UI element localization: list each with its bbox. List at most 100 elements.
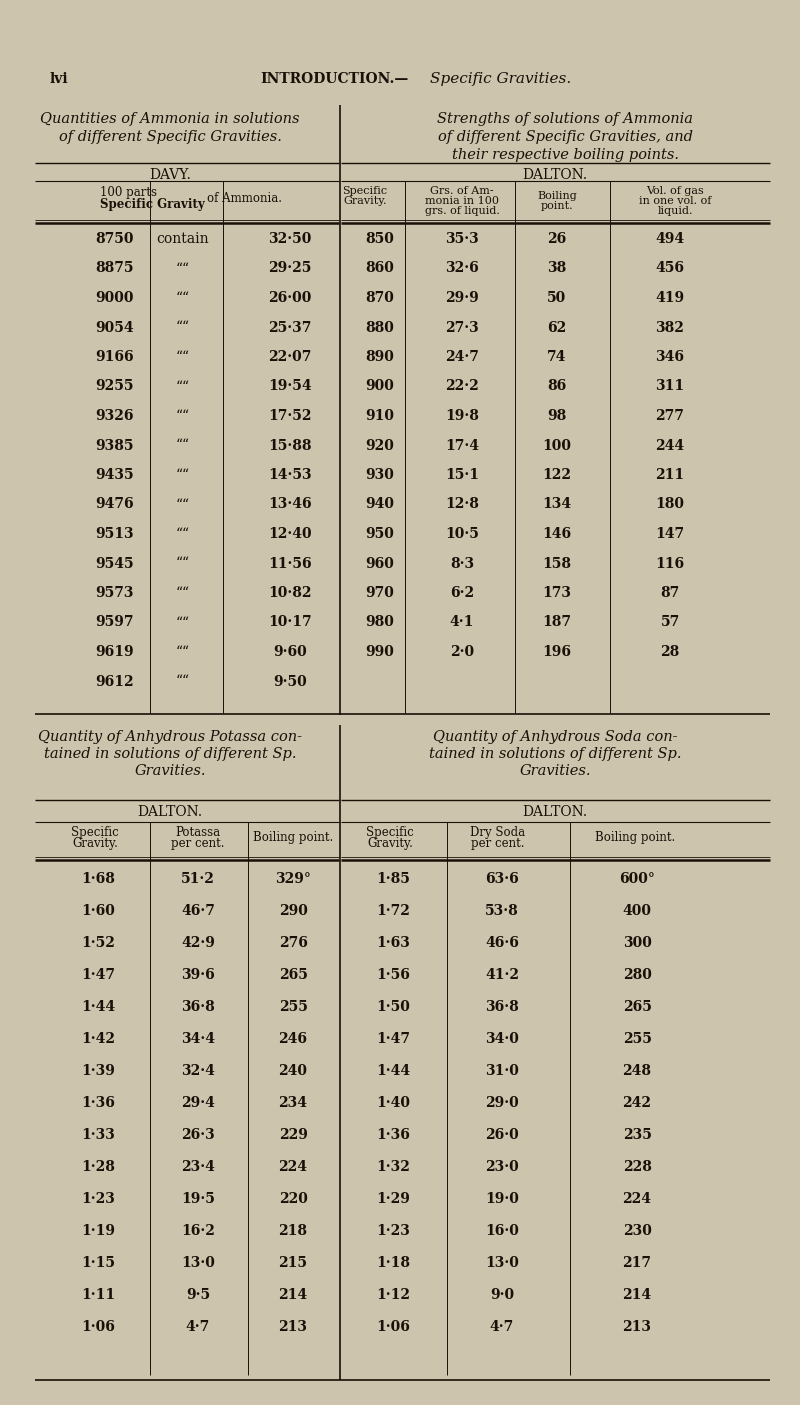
Text: 276: 276 — [278, 936, 307, 950]
Text: 265: 265 — [622, 1000, 651, 1014]
Text: 62: 62 — [547, 320, 566, 334]
Text: 146: 146 — [542, 527, 571, 541]
Text: 19·8: 19·8 — [445, 409, 479, 423]
Text: lvi: lvi — [50, 72, 69, 86]
Text: in one vol. of: in one vol. of — [639, 197, 711, 207]
Text: 16·2: 16·2 — [181, 1224, 215, 1238]
Text: Specific: Specific — [342, 185, 387, 197]
Text: 10·17: 10·17 — [268, 615, 312, 629]
Text: 1·15: 1·15 — [81, 1256, 115, 1270]
Text: 1·52: 1·52 — [81, 936, 115, 950]
Text: 57: 57 — [660, 615, 680, 629]
Text: per cent.: per cent. — [171, 837, 225, 850]
Text: 9·5: 9·5 — [186, 1288, 210, 1302]
Text: 910: 910 — [366, 409, 394, 423]
Text: Gravities.: Gravities. — [519, 764, 590, 778]
Text: 1·42: 1·42 — [81, 1033, 115, 1045]
Text: 214: 214 — [622, 1288, 651, 1302]
Text: ““: ““ — [176, 586, 190, 600]
Text: 970: 970 — [366, 586, 394, 600]
Text: 173: 173 — [542, 586, 571, 600]
Text: 9573: 9573 — [96, 586, 134, 600]
Text: 6·2: 6·2 — [450, 586, 474, 600]
Text: 1·85: 1·85 — [376, 873, 410, 887]
Text: 1·11: 1·11 — [81, 1288, 115, 1302]
Text: 63·6: 63·6 — [485, 873, 519, 887]
Text: 211: 211 — [655, 468, 685, 482]
Text: 9·0: 9·0 — [490, 1288, 514, 1302]
Text: 1·36: 1·36 — [376, 1128, 410, 1142]
Text: 35·3: 35·3 — [445, 232, 479, 246]
Text: 22·2: 22·2 — [445, 379, 479, 393]
Text: per cent.: per cent. — [471, 837, 525, 850]
Text: 1·39: 1·39 — [81, 1064, 115, 1078]
Text: 32·50: 32·50 — [268, 232, 312, 246]
Text: 26·0: 26·0 — [485, 1128, 519, 1142]
Text: 940: 940 — [366, 497, 394, 511]
Text: 8750: 8750 — [96, 232, 134, 246]
Text: 980: 980 — [366, 615, 394, 629]
Text: 13·0: 13·0 — [485, 1256, 519, 1270]
Text: 26·00: 26·00 — [268, 291, 312, 305]
Text: Vol. of gas: Vol. of gas — [646, 185, 704, 197]
Text: 15·1: 15·1 — [445, 468, 479, 482]
Text: 1·44: 1·44 — [376, 1064, 410, 1078]
Text: 240: 240 — [278, 1064, 307, 1078]
Text: 8·3: 8·3 — [450, 556, 474, 570]
Text: of different Specific Gravities, and: of different Specific Gravities, and — [438, 131, 693, 143]
Text: 158: 158 — [542, 556, 571, 570]
Text: 990: 990 — [366, 645, 394, 659]
Text: 36·8: 36·8 — [485, 1000, 519, 1014]
Text: INTRODUCTION.—: INTRODUCTION.— — [260, 72, 408, 86]
Text: tained in solutions of different Sp.: tained in solutions of different Sp. — [429, 747, 682, 762]
Text: 1·47: 1·47 — [81, 968, 115, 982]
Text: 32·4: 32·4 — [181, 1064, 215, 1078]
Text: 39·6: 39·6 — [181, 968, 215, 982]
Text: Quantity of Anhydrous Soda con-: Quantity of Anhydrous Soda con- — [433, 731, 678, 745]
Text: 50: 50 — [547, 291, 566, 305]
Text: 23·0: 23·0 — [485, 1161, 519, 1175]
Text: 290: 290 — [278, 903, 307, 917]
Text: Quantities of Ammonia in solutions: Quantities of Ammonia in solutions — [40, 112, 300, 126]
Text: 116: 116 — [655, 556, 685, 570]
Text: ““: ““ — [176, 556, 190, 570]
Text: 870: 870 — [366, 291, 394, 305]
Text: 9·60: 9·60 — [273, 645, 307, 659]
Text: 1·60: 1·60 — [81, 903, 115, 917]
Text: 15·88: 15·88 — [268, 438, 312, 452]
Text: 31·0: 31·0 — [485, 1064, 519, 1078]
Text: 1·28: 1·28 — [81, 1161, 115, 1175]
Text: DAVY.: DAVY. — [149, 169, 191, 183]
Text: 4·1: 4·1 — [450, 615, 474, 629]
Text: 1·19: 1·19 — [81, 1224, 115, 1238]
Text: 950: 950 — [366, 527, 394, 541]
Text: 1·29: 1·29 — [376, 1191, 410, 1205]
Text: ““: ““ — [176, 291, 190, 305]
Text: 1·18: 1·18 — [376, 1256, 410, 1270]
Text: 1·12: 1·12 — [376, 1288, 410, 1302]
Text: Gravities.: Gravities. — [134, 764, 206, 778]
Text: 329°: 329° — [275, 873, 311, 887]
Text: liquid.: liquid. — [658, 207, 693, 216]
Text: 265: 265 — [278, 968, 307, 982]
Text: Boiling point.: Boiling point. — [253, 830, 333, 844]
Text: 224: 224 — [278, 1161, 307, 1175]
Text: Potassa: Potassa — [175, 826, 221, 839]
Text: 215: 215 — [278, 1256, 307, 1270]
Text: 1·72: 1·72 — [376, 903, 410, 917]
Text: 16·0: 16·0 — [485, 1224, 519, 1238]
Text: 29·0: 29·0 — [485, 1096, 519, 1110]
Text: ““: ““ — [176, 527, 190, 541]
Text: 9619: 9619 — [96, 645, 134, 659]
Text: 9326: 9326 — [96, 409, 134, 423]
Text: 180: 180 — [655, 497, 685, 511]
Text: 24·7: 24·7 — [445, 350, 479, 364]
Text: 850: 850 — [366, 232, 394, 246]
Text: their respective boiling points.: their respective boiling points. — [451, 148, 678, 162]
Text: 8875: 8875 — [96, 261, 134, 275]
Text: 218: 218 — [278, 1224, 307, 1238]
Text: 255: 255 — [278, 1000, 307, 1014]
Text: 1·47: 1·47 — [376, 1033, 410, 1045]
Text: 26·3: 26·3 — [181, 1128, 215, 1142]
Text: 213: 213 — [622, 1321, 651, 1333]
